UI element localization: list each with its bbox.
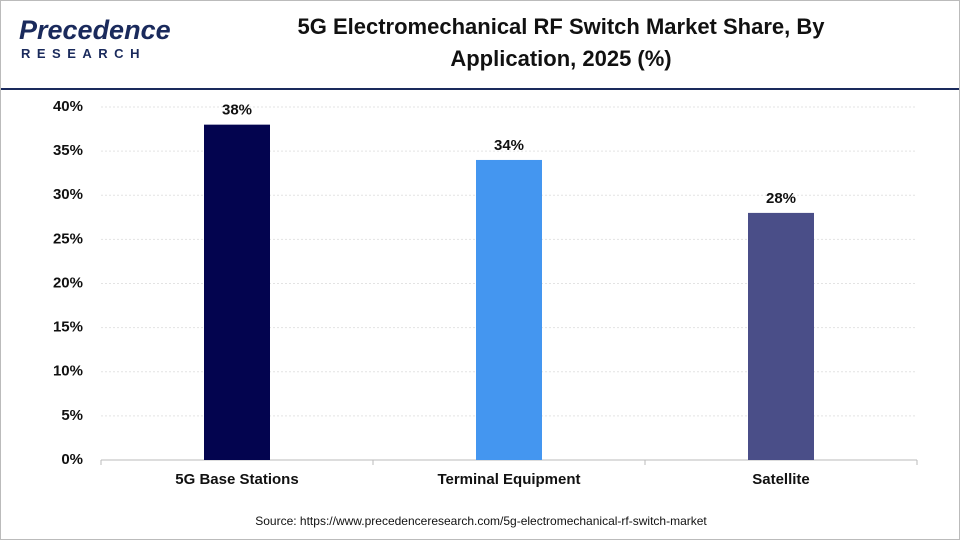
bar [748,212,814,460]
data-label: 28% [766,190,796,207]
chart-title: 5G Electromechanical RF Switch Market Sh… [297,14,825,71]
y-tick-label: 15% [53,319,83,336]
y-tick-label: 0% [61,451,83,468]
x-tick-label: Terminal Equipment [437,471,580,488]
y-tick-label: 30% [53,186,83,203]
source: Source: https://www.precedenceresearch.c… [255,514,707,528]
y-tick-label: 40% [53,98,83,115]
y-tick-label: 20% [53,274,83,291]
data-label: 34% [494,137,524,154]
y-tick-label: 5% [61,407,83,424]
y-tick-label: 25% [53,230,83,247]
logo-tagline: RESEARCH [21,46,146,61]
bar [476,159,542,460]
x-tick-label: Satellite [752,471,810,488]
logo-name: Precedence [19,15,171,45]
y-tick-label: 10% [53,363,83,380]
x-tick-label: 5G Base Stations [175,471,298,488]
y-tick-label: 35% [53,142,83,159]
data-label: 38% [222,102,252,119]
header-rule [1,88,959,90]
bar [204,124,270,461]
